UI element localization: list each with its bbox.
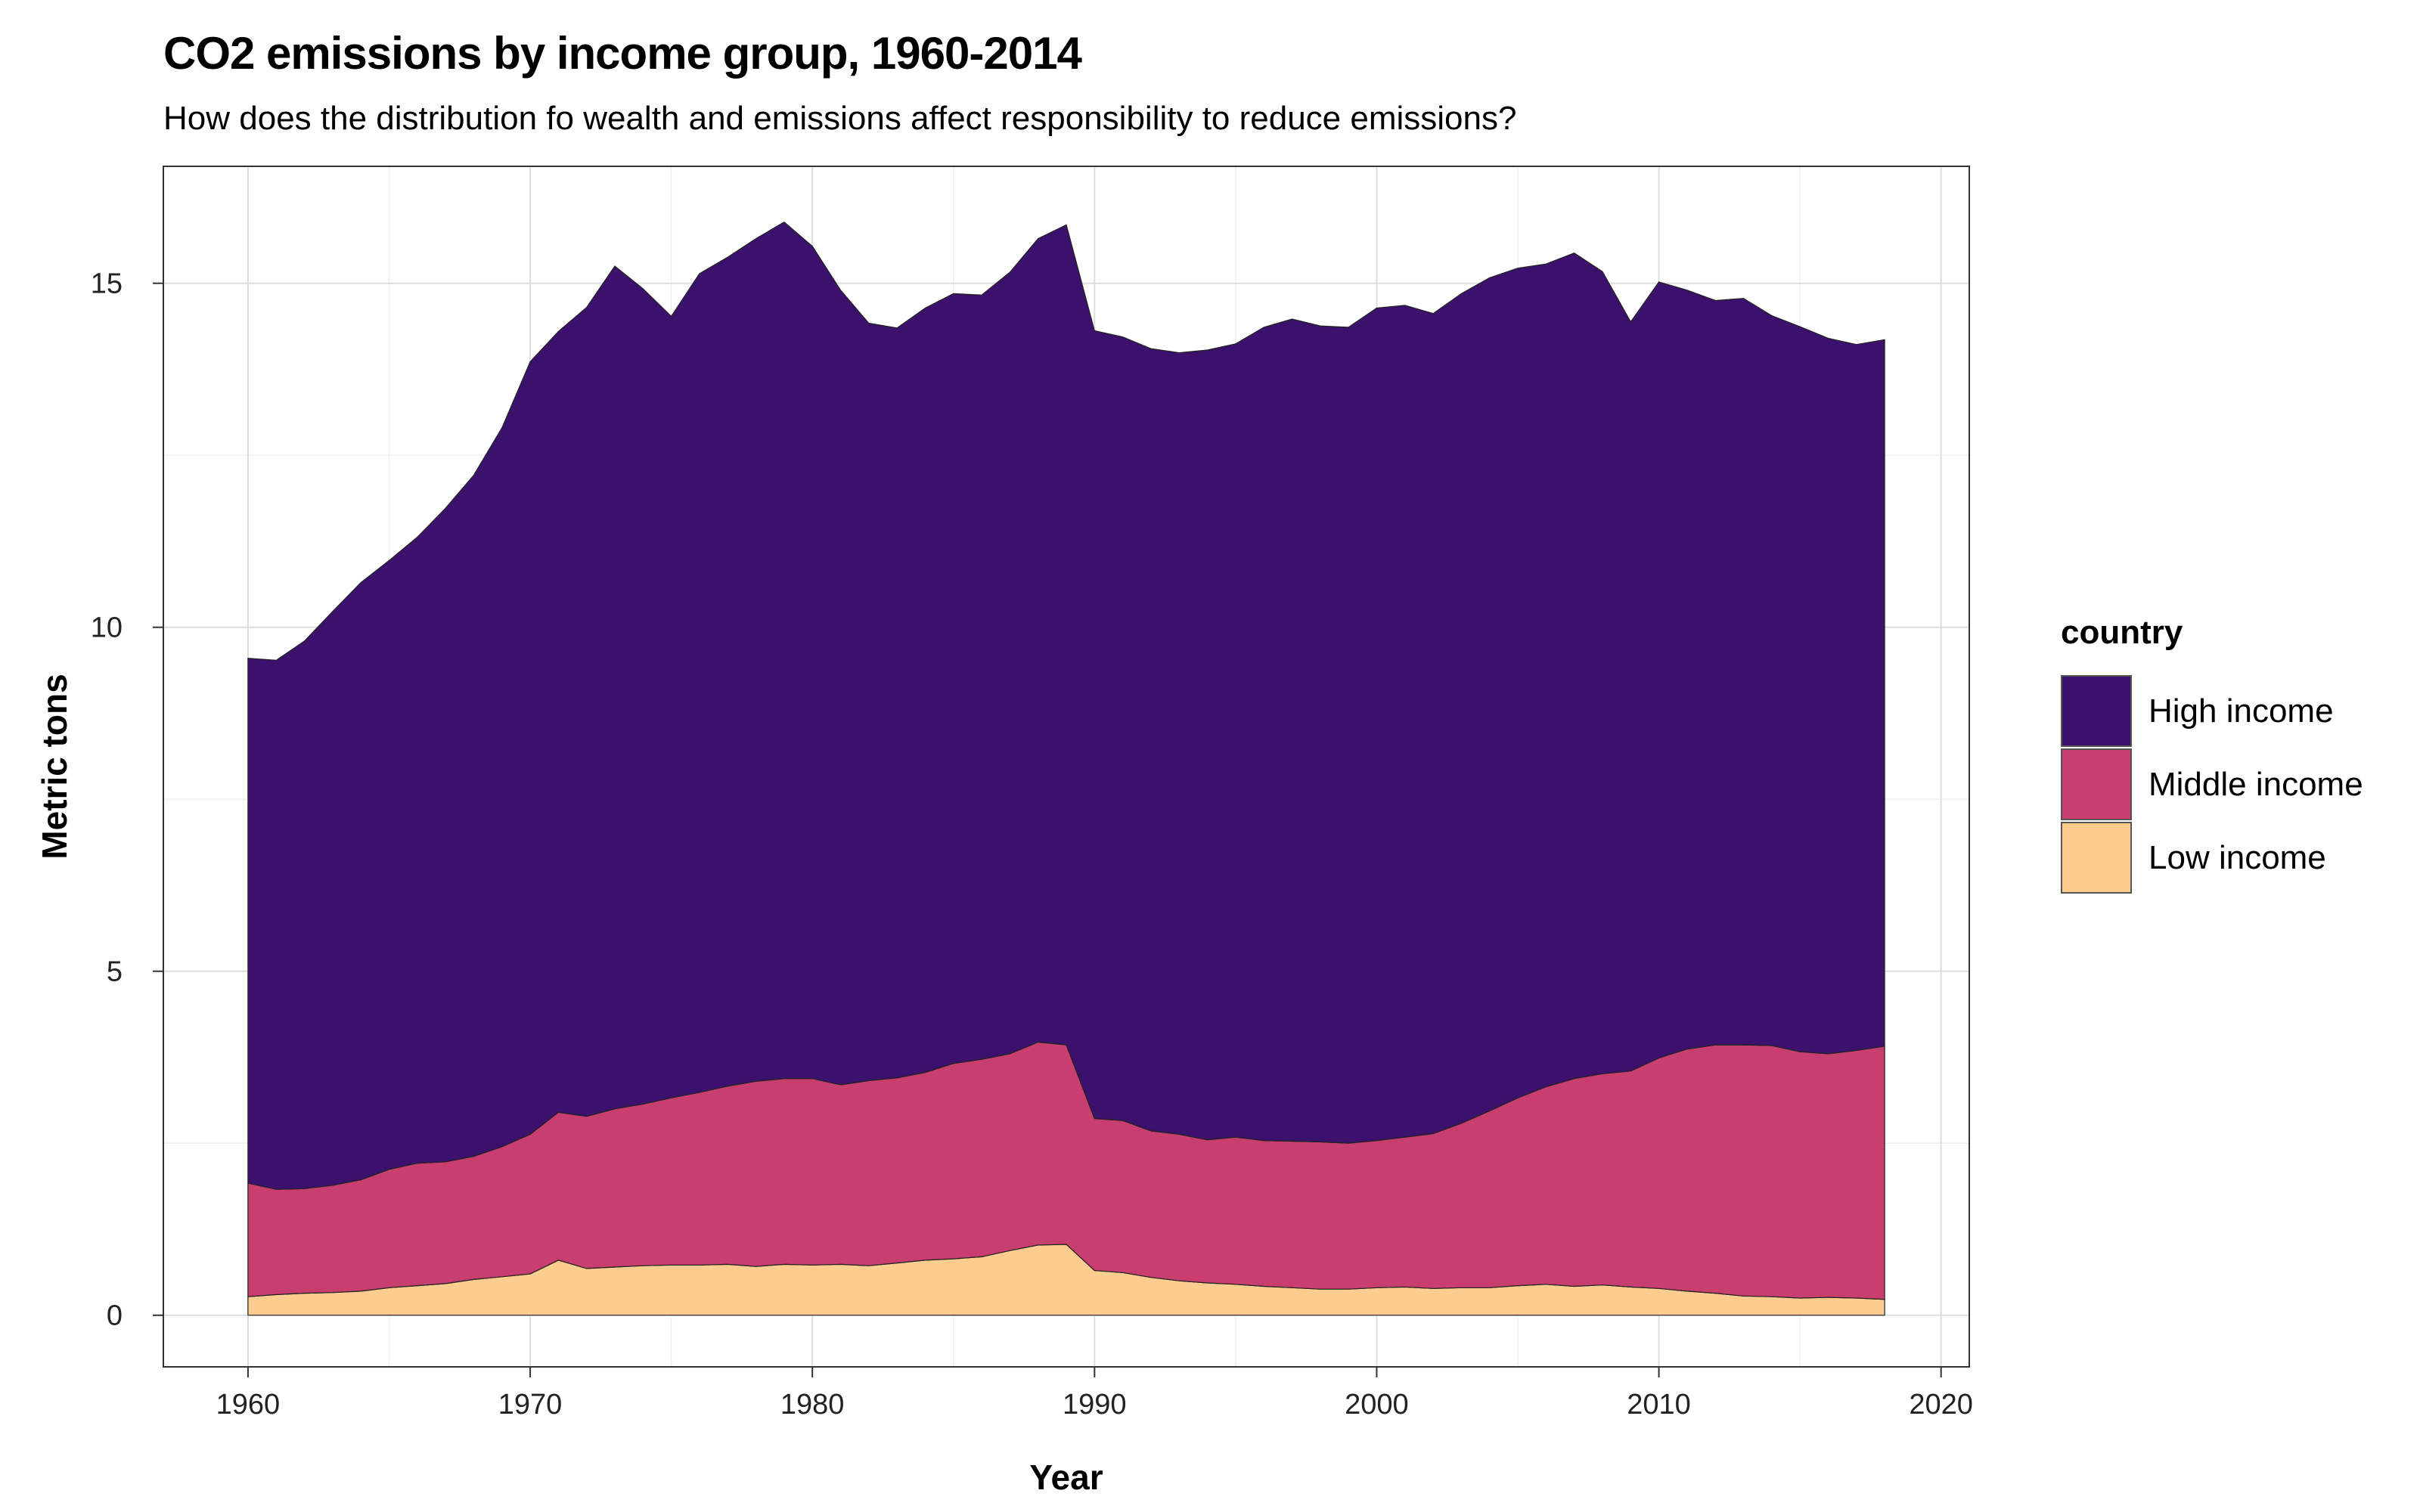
area-layer [247, 221, 1885, 1316]
y-tick-label: 5 [107, 956, 123, 988]
x-tick-label: 1960 [216, 1389, 281, 1421]
panel-border [163, 166, 1970, 1368]
legend-item-middle-income: Middle income [2061, 748, 2363, 821]
x-tick-label: 1970 [498, 1389, 563, 1421]
legend: country High income Middle income Low in… [2061, 614, 2363, 894]
x-tick-label: 1990 [1063, 1389, 1127, 1421]
y-tick-label: 10 [91, 612, 123, 644]
x-tick-label: 2000 [1345, 1389, 1409, 1421]
legend-label-high-income: High income [2149, 692, 2334, 730]
legend-key-high-income [2061, 675, 2132, 747]
x-axis-title: Year [1029, 1458, 1103, 1497]
x-tick-label: 1980 [780, 1389, 845, 1421]
legend-label-low-income: Low income [2149, 838, 2326, 876]
legend-item-low-income: Low income [2061, 821, 2363, 894]
legend-item-high-income: High income [2061, 674, 2363, 748]
legend-key-middle-income [2061, 748, 2132, 820]
chart-subtitle: How does the distribution fo wealth and … [163, 100, 1517, 137]
x-tick-label: 2020 [1909, 1389, 1973, 1421]
legend-label-middle-income: Middle income [2149, 765, 2363, 803]
area-high-income [247, 221, 1885, 1190]
y-tick-label: 0 [107, 1300, 123, 1332]
y-tick-label: 15 [91, 268, 123, 300]
y-axis-title: Metric tons [35, 674, 74, 859]
chart-title: CO2 emissions by income group, 1960-2014 [163, 28, 1082, 79]
legend-title: country [2061, 614, 2183, 651]
legend-key-low-income [2061, 822, 2132, 894]
x-tick-label: 2010 [1627, 1389, 1691, 1421]
axis-layer: 1960 1970 1980 1990 2000 2010 2020 0 5 10 15 [91, 268, 1973, 1421]
